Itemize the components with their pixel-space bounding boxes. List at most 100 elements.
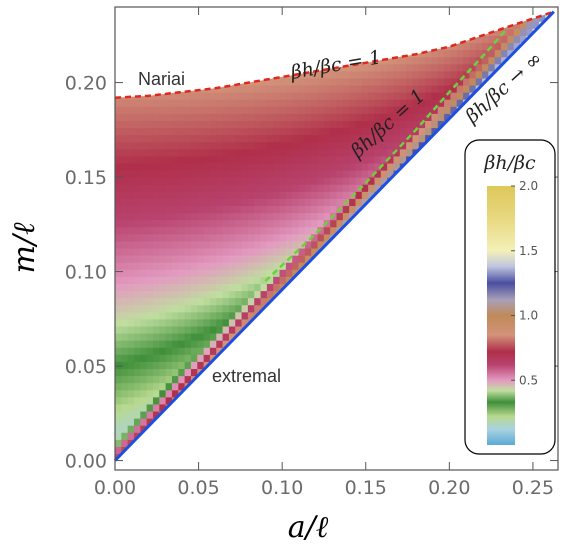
heatmap-cell (304, 226, 312, 235)
heatmap-cell (349, 14, 357, 22)
heatmap-cell (184, 99, 192, 107)
heatmap-cell (121, 247, 129, 256)
heatmap-cell (140, 240, 148, 249)
heatmap-cell (241, 106, 249, 114)
heatmap-cell (247, 184, 255, 192)
heatmap-cell (121, 120, 129, 129)
heatmap-cell (222, 134, 230, 143)
heatmap-cell (266, 42, 274, 51)
heatmap-cell (463, 70, 470, 79)
heatmap-cell (228, 304, 236, 313)
heatmap-cell (127, 14, 135, 22)
heatmap-cell (380, 177, 388, 185)
heatmap-cell (247, 63, 255, 72)
heatmap-cell (418, 77, 426, 86)
heatmap-cell (190, 92, 198, 100)
heatmap-cell (115, 276, 122, 284)
heatmap-cell (184, 283, 192, 292)
heatmap-cell (152, 403, 160, 412)
heatmap-cell (323, 198, 331, 207)
heatmap-cell (361, 28, 369, 36)
heatmap-cell (254, 247, 262, 256)
heatmap-cell (235, 49, 243, 58)
heatmap-cell (146, 99, 154, 107)
heatmap-cell (222, 77, 230, 86)
heatmap-cell (152, 35, 160, 44)
heatmap-cell (127, 240, 135, 249)
heatmap-cell (165, 325, 173, 334)
heatmap-cell (298, 148, 306, 157)
heatmap-cell (140, 418, 148, 426)
heatmap-cell (260, 113, 268, 121)
heatmap-cell (317, 120, 325, 129)
heatmap-cell (469, 77, 477, 86)
heatmap-cell (298, 212, 306, 221)
heatmap-cell (254, 49, 262, 58)
heatmap-cell (469, 14, 477, 22)
heatmap-cell (323, 177, 331, 185)
heatmap-cell (159, 354, 167, 362)
heatmap-cell (387, 120, 395, 129)
heatmap-cell (140, 262, 148, 270)
heatmap-cell (361, 141, 369, 150)
heatmap-cell (222, 99, 230, 107)
heatmap-cell (241, 134, 249, 143)
colorbar-tick-label: 1.5 (519, 244, 538, 258)
heatmap-cell (336, 155, 344, 164)
heatmap-cell (184, 92, 192, 100)
heatmap-cell (184, 56, 192, 65)
heatmap-cell (387, 134, 395, 143)
heatmap-cell (133, 219, 141, 228)
heatmap-cell (285, 169, 293, 178)
heatmap-cell (406, 70, 414, 79)
heatmap-cell (171, 382, 179, 391)
heatmap-cell (450, 70, 458, 79)
heatmap-cell (311, 148, 319, 157)
heatmap-cell (285, 184, 293, 192)
heatmap-cell (171, 127, 179, 136)
heatmap-cell (311, 92, 319, 100)
heatmap-cell (133, 141, 141, 150)
heatmap-cell (260, 134, 268, 143)
heatmap-cell (209, 49, 217, 58)
heatmap-cell (406, 162, 414, 171)
heatmap-cell (133, 21, 141, 29)
heatmap-cell (260, 11, 268, 15)
heatmap-cell (127, 233, 135, 242)
heatmap-cell (317, 77, 325, 86)
heatmap-cell (190, 56, 198, 65)
heatmap-cell (228, 106, 236, 114)
heatmap-cell (178, 99, 186, 107)
heatmap-cell (361, 120, 369, 129)
heatmap-cell (235, 269, 243, 277)
heatmap-cell (140, 106, 148, 114)
heatmap-cell (336, 212, 344, 221)
heatmap-cell (115, 169, 122, 178)
heatmap-cell (450, 56, 458, 65)
heatmap-cell (216, 84, 224, 93)
heatmap-cell (140, 127, 148, 136)
heatmap-cell (425, 106, 433, 114)
heatmap-cell (463, 56, 470, 65)
heatmap-cell (279, 134, 287, 143)
heatmap-cell (330, 84, 338, 93)
heatmap-cell (311, 106, 319, 114)
heatmap-cell (140, 56, 148, 65)
heatmap-cell (292, 169, 300, 178)
heatmap-cell (159, 205, 167, 214)
heatmap-cell (355, 177, 363, 185)
heatmap-cell (127, 134, 135, 143)
heatmap-cell (203, 283, 211, 292)
heatmap-cell (482, 35, 489, 44)
heatmap-cell (292, 226, 300, 235)
heatmap-cell (311, 127, 319, 136)
heatmap-cell (273, 191, 281, 199)
heatmap-cell (197, 42, 205, 51)
heatmap-cell (260, 162, 268, 171)
heatmap-cell (235, 35, 243, 44)
heatmap-cell (418, 127, 426, 136)
heatmap-cell (127, 262, 135, 270)
heatmap-cell (330, 99, 338, 107)
x-tick-label: 0.20 (428, 477, 470, 499)
heatmap-cell (260, 226, 268, 235)
